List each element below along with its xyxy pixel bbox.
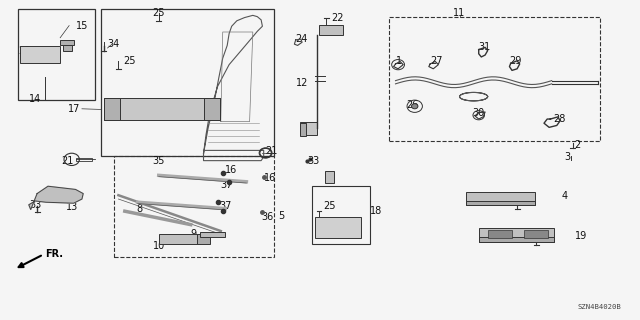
Bar <box>466 201 535 205</box>
Text: 37: 37 <box>221 180 233 190</box>
Text: 6: 6 <box>300 129 306 139</box>
Bar <box>101 9 274 156</box>
Bar <box>319 25 343 35</box>
Text: 33: 33 <box>29 200 42 211</box>
Bar <box>524 230 548 238</box>
Text: 31: 31 <box>479 42 491 52</box>
Text: 5: 5 <box>278 211 285 221</box>
Text: 36: 36 <box>261 212 273 222</box>
Ellipse shape <box>412 104 418 109</box>
Bar <box>18 9 95 100</box>
Text: 20: 20 <box>18 46 30 56</box>
Text: 9: 9 <box>191 229 197 239</box>
Text: 10: 10 <box>152 241 165 252</box>
Text: SZN4B4020B: SZN4B4020B <box>577 304 621 310</box>
Text: 16: 16 <box>264 172 276 183</box>
Text: 13: 13 <box>65 202 78 212</box>
Bar <box>466 192 535 205</box>
Bar <box>104 98 120 120</box>
Text: 25: 25 <box>152 8 165 19</box>
Bar <box>389 17 600 141</box>
Polygon shape <box>29 186 83 210</box>
Text: 3: 3 <box>564 152 571 162</box>
Bar <box>60 40 74 45</box>
Text: 21: 21 <box>266 146 278 156</box>
Bar <box>204 98 220 120</box>
Text: 32: 32 <box>534 231 547 241</box>
Text: 14: 14 <box>29 94 42 104</box>
Text: 19: 19 <box>575 231 587 241</box>
Text: 32: 32 <box>517 196 529 206</box>
Text: 1: 1 <box>396 56 402 67</box>
Bar <box>114 156 274 257</box>
Text: 8: 8 <box>136 204 143 214</box>
Text: 18: 18 <box>370 205 382 216</box>
Bar <box>488 230 512 238</box>
Text: 2: 2 <box>575 140 581 150</box>
Text: 24: 24 <box>296 34 308 44</box>
Text: 35: 35 <box>152 156 165 166</box>
Text: 23: 23 <box>326 226 339 236</box>
Text: 21: 21 <box>61 156 74 166</box>
Text: 37: 37 <box>219 201 231 212</box>
Text: 34: 34 <box>108 39 120 49</box>
Text: 30: 30 <box>472 108 484 118</box>
Text: 7: 7 <box>328 172 334 182</box>
Bar <box>300 122 317 135</box>
Bar <box>479 228 554 242</box>
Bar <box>63 45 72 51</box>
Bar <box>197 234 210 244</box>
Bar <box>300 123 306 136</box>
Text: 25: 25 <box>323 201 336 212</box>
Bar <box>76 158 92 161</box>
Text: 33: 33 <box>307 156 319 166</box>
Bar <box>315 217 361 238</box>
Text: 23: 23 <box>128 110 140 120</box>
Text: 29: 29 <box>509 56 521 67</box>
Bar <box>20 46 60 63</box>
Text: 11: 11 <box>453 8 466 19</box>
Text: 4: 4 <box>562 191 568 201</box>
Text: 28: 28 <box>554 114 566 124</box>
Bar <box>479 237 554 242</box>
Text: 25: 25 <box>124 56 136 66</box>
Bar <box>200 232 225 237</box>
Text: 12: 12 <box>296 77 308 88</box>
Text: 17: 17 <box>68 104 80 114</box>
Text: 15: 15 <box>76 20 88 31</box>
Bar <box>325 171 334 183</box>
Text: 27: 27 <box>430 56 443 67</box>
Text: FR.: FR. <box>45 249 63 260</box>
Bar <box>312 186 370 244</box>
Bar <box>104 98 220 120</box>
Text: 26: 26 <box>406 100 419 110</box>
Text: 22: 22 <box>332 12 344 23</box>
Text: 16: 16 <box>225 165 237 175</box>
Bar <box>159 234 200 244</box>
